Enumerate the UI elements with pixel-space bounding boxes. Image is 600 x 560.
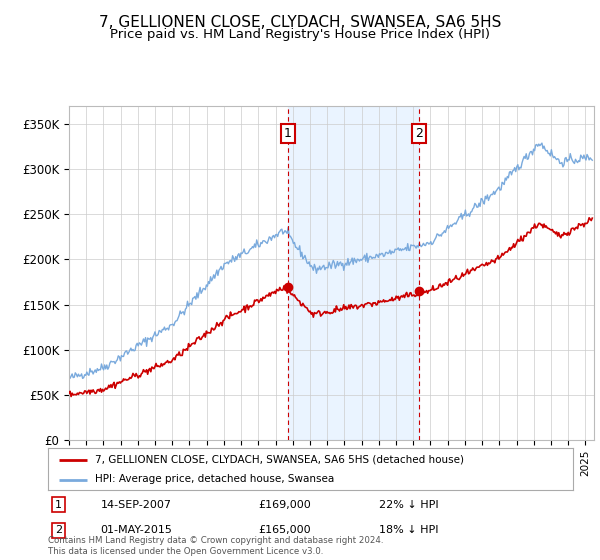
Text: 22% ↓ HPI: 22% ↓ HPI (379, 500, 439, 510)
Text: 2: 2 (55, 525, 62, 535)
Text: 1: 1 (55, 500, 62, 510)
Text: 7, GELLIONEN CLOSE, CLYDACH, SWANSEA, SA6 5HS (detached house): 7, GELLIONEN CLOSE, CLYDACH, SWANSEA, SA… (95, 455, 464, 465)
Text: 01-MAY-2015: 01-MAY-2015 (101, 525, 172, 535)
Text: Contains HM Land Registry data © Crown copyright and database right 2024.
This d: Contains HM Land Registry data © Crown c… (48, 536, 383, 556)
Text: 7, GELLIONEN CLOSE, CLYDACH, SWANSEA, SA6 5HS: 7, GELLIONEN CLOSE, CLYDACH, SWANSEA, SA… (99, 15, 501, 30)
Text: Price paid vs. HM Land Registry's House Price Index (HPI): Price paid vs. HM Land Registry's House … (110, 28, 490, 41)
Text: 2: 2 (415, 127, 423, 140)
Text: 14-SEP-2007: 14-SEP-2007 (101, 500, 172, 510)
Bar (288, 106, 419, 440)
Text: HPI: Average price, detached house, Swansea: HPI: Average price, detached house, Swan… (95, 474, 335, 484)
Text: £165,000: £165,000 (258, 525, 311, 535)
Text: 1: 1 (284, 127, 292, 140)
Text: £169,000: £169,000 (258, 500, 311, 510)
Text: 18% ↓ HPI: 18% ↓ HPI (379, 525, 438, 535)
